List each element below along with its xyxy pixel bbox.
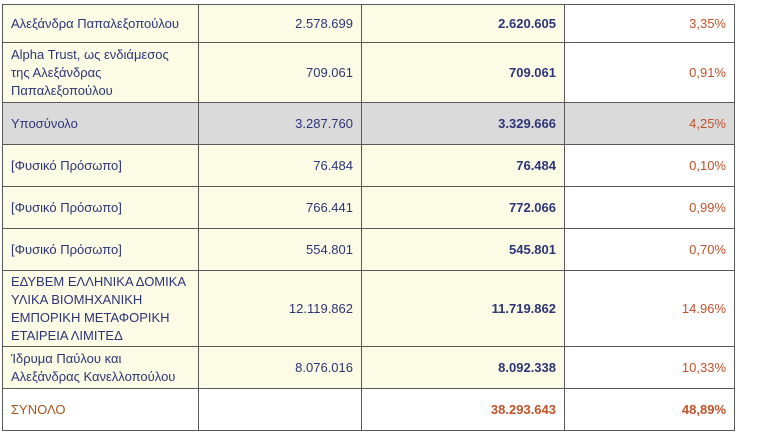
ownership-percent: 0,91% (564, 42, 735, 103)
shares-before: 766.441 (198, 186, 362, 229)
total-shares-before (198, 388, 362, 431)
shares-after: 772.066 (361, 186, 565, 229)
table-row: Alpha Trust, ως ενδιάμεσος της Αλεξάνδρα… (2, 42, 735, 103)
shares-after: 11.719.862 (361, 270, 565, 347)
table-row: [Φυσικό Πρόσωπο] 766.441 772.066 0,99% (2, 186, 735, 229)
ownership-percent: 3,35% (564, 4, 735, 43)
subtotal-shares-before: 3.287.760 (198, 102, 362, 145)
table-row: Αλεξάνδρα Παπαλεξοπούλου 2.578.699 2.620… (2, 4, 735, 43)
shares-after: 709.061 (361, 42, 565, 103)
subtotal-percent: 4,25% (564, 102, 735, 145)
table-row: [Φυσικό Πρόσωπο] 554.801 545.801 0,70% (2, 228, 735, 271)
shareholder-name: Alpha Trust, ως ενδιάμεσος της Αλεξάνδρα… (2, 42, 199, 103)
shares-before: 8.076.016 (198, 346, 362, 389)
shareholder-name: Αλεξάνδρα Παπαλεξοπούλου (2, 4, 199, 43)
shares-before: 554.801 (198, 228, 362, 271)
shareholder-name: ΕΔΥΒΕΜ ΕΛΛΗΝΙΚΑ ΔΟΜΙΚΑ ΥΛΙΚΑ ΒΙΟΜΗΧΑΝΙΚΗ… (2, 270, 199, 347)
ownership-percent: 10,33% (564, 346, 735, 389)
total-shares-after: 38.293.643 (361, 388, 565, 431)
shares-before: 2.578.699 (198, 4, 362, 43)
shares-before: 12.119.862 (198, 270, 362, 347)
shareholder-name: [Φυσικό Πρόσωπο] (2, 228, 199, 271)
ownership-percent: 0,70% (564, 228, 735, 271)
shares-before: 76.484 (198, 144, 362, 187)
shares-after: 76.484 (361, 144, 565, 187)
ownership-percent: 0,99% (564, 186, 735, 229)
table-row: Ίδρυμα Παύλου και Αλεξάνδρας Κανελλοπούλ… (2, 346, 735, 389)
shareholder-name: [Φυσικό Πρόσωπο] (2, 144, 199, 187)
shares-after: 545.801 (361, 228, 565, 271)
total-row: ΣΥΝΟΛΟ 38.293.643 48,89% (2, 388, 735, 431)
subtotal-row: Υποσύνολο 3.287.760 3.329.666 4,25% (2, 102, 735, 145)
subtotal-label: Υποσύνολο (2, 102, 199, 145)
shareholder-name: [Φυσικό Πρόσωπο] (2, 186, 199, 229)
table-row: ΕΔΥΒΕΜ ΕΛΛΗΝΙΚΑ ΔΟΜΙΚΑ ΥΛΙΚΑ ΒΙΟΜΗΧΑΝΙΚΗ… (2, 270, 735, 347)
shareholder-name: Ίδρυμα Παύλου και Αλεξάνδρας Κανελλοπούλ… (2, 346, 199, 389)
shares-before: 709.061 (198, 42, 362, 103)
ownership-percent: 14.96% (564, 270, 735, 347)
shares-after: 2.620.605 (361, 4, 565, 43)
shareholders-table: Αλεξάνδρα Παπαλεξοπούλου 2.578.699 2.620… (2, 4, 735, 431)
total-label: ΣΥΝΟΛΟ (2, 388, 199, 431)
total-percent: 48,89% (564, 388, 735, 431)
ownership-percent: 0,10% (564, 144, 735, 187)
table-row: [Φυσικό Πρόσωπο] 76.484 76.484 0,10% (2, 144, 735, 187)
subtotal-shares-after: 3.329.666 (361, 102, 565, 145)
shares-after: 8.092.338 (361, 346, 565, 389)
